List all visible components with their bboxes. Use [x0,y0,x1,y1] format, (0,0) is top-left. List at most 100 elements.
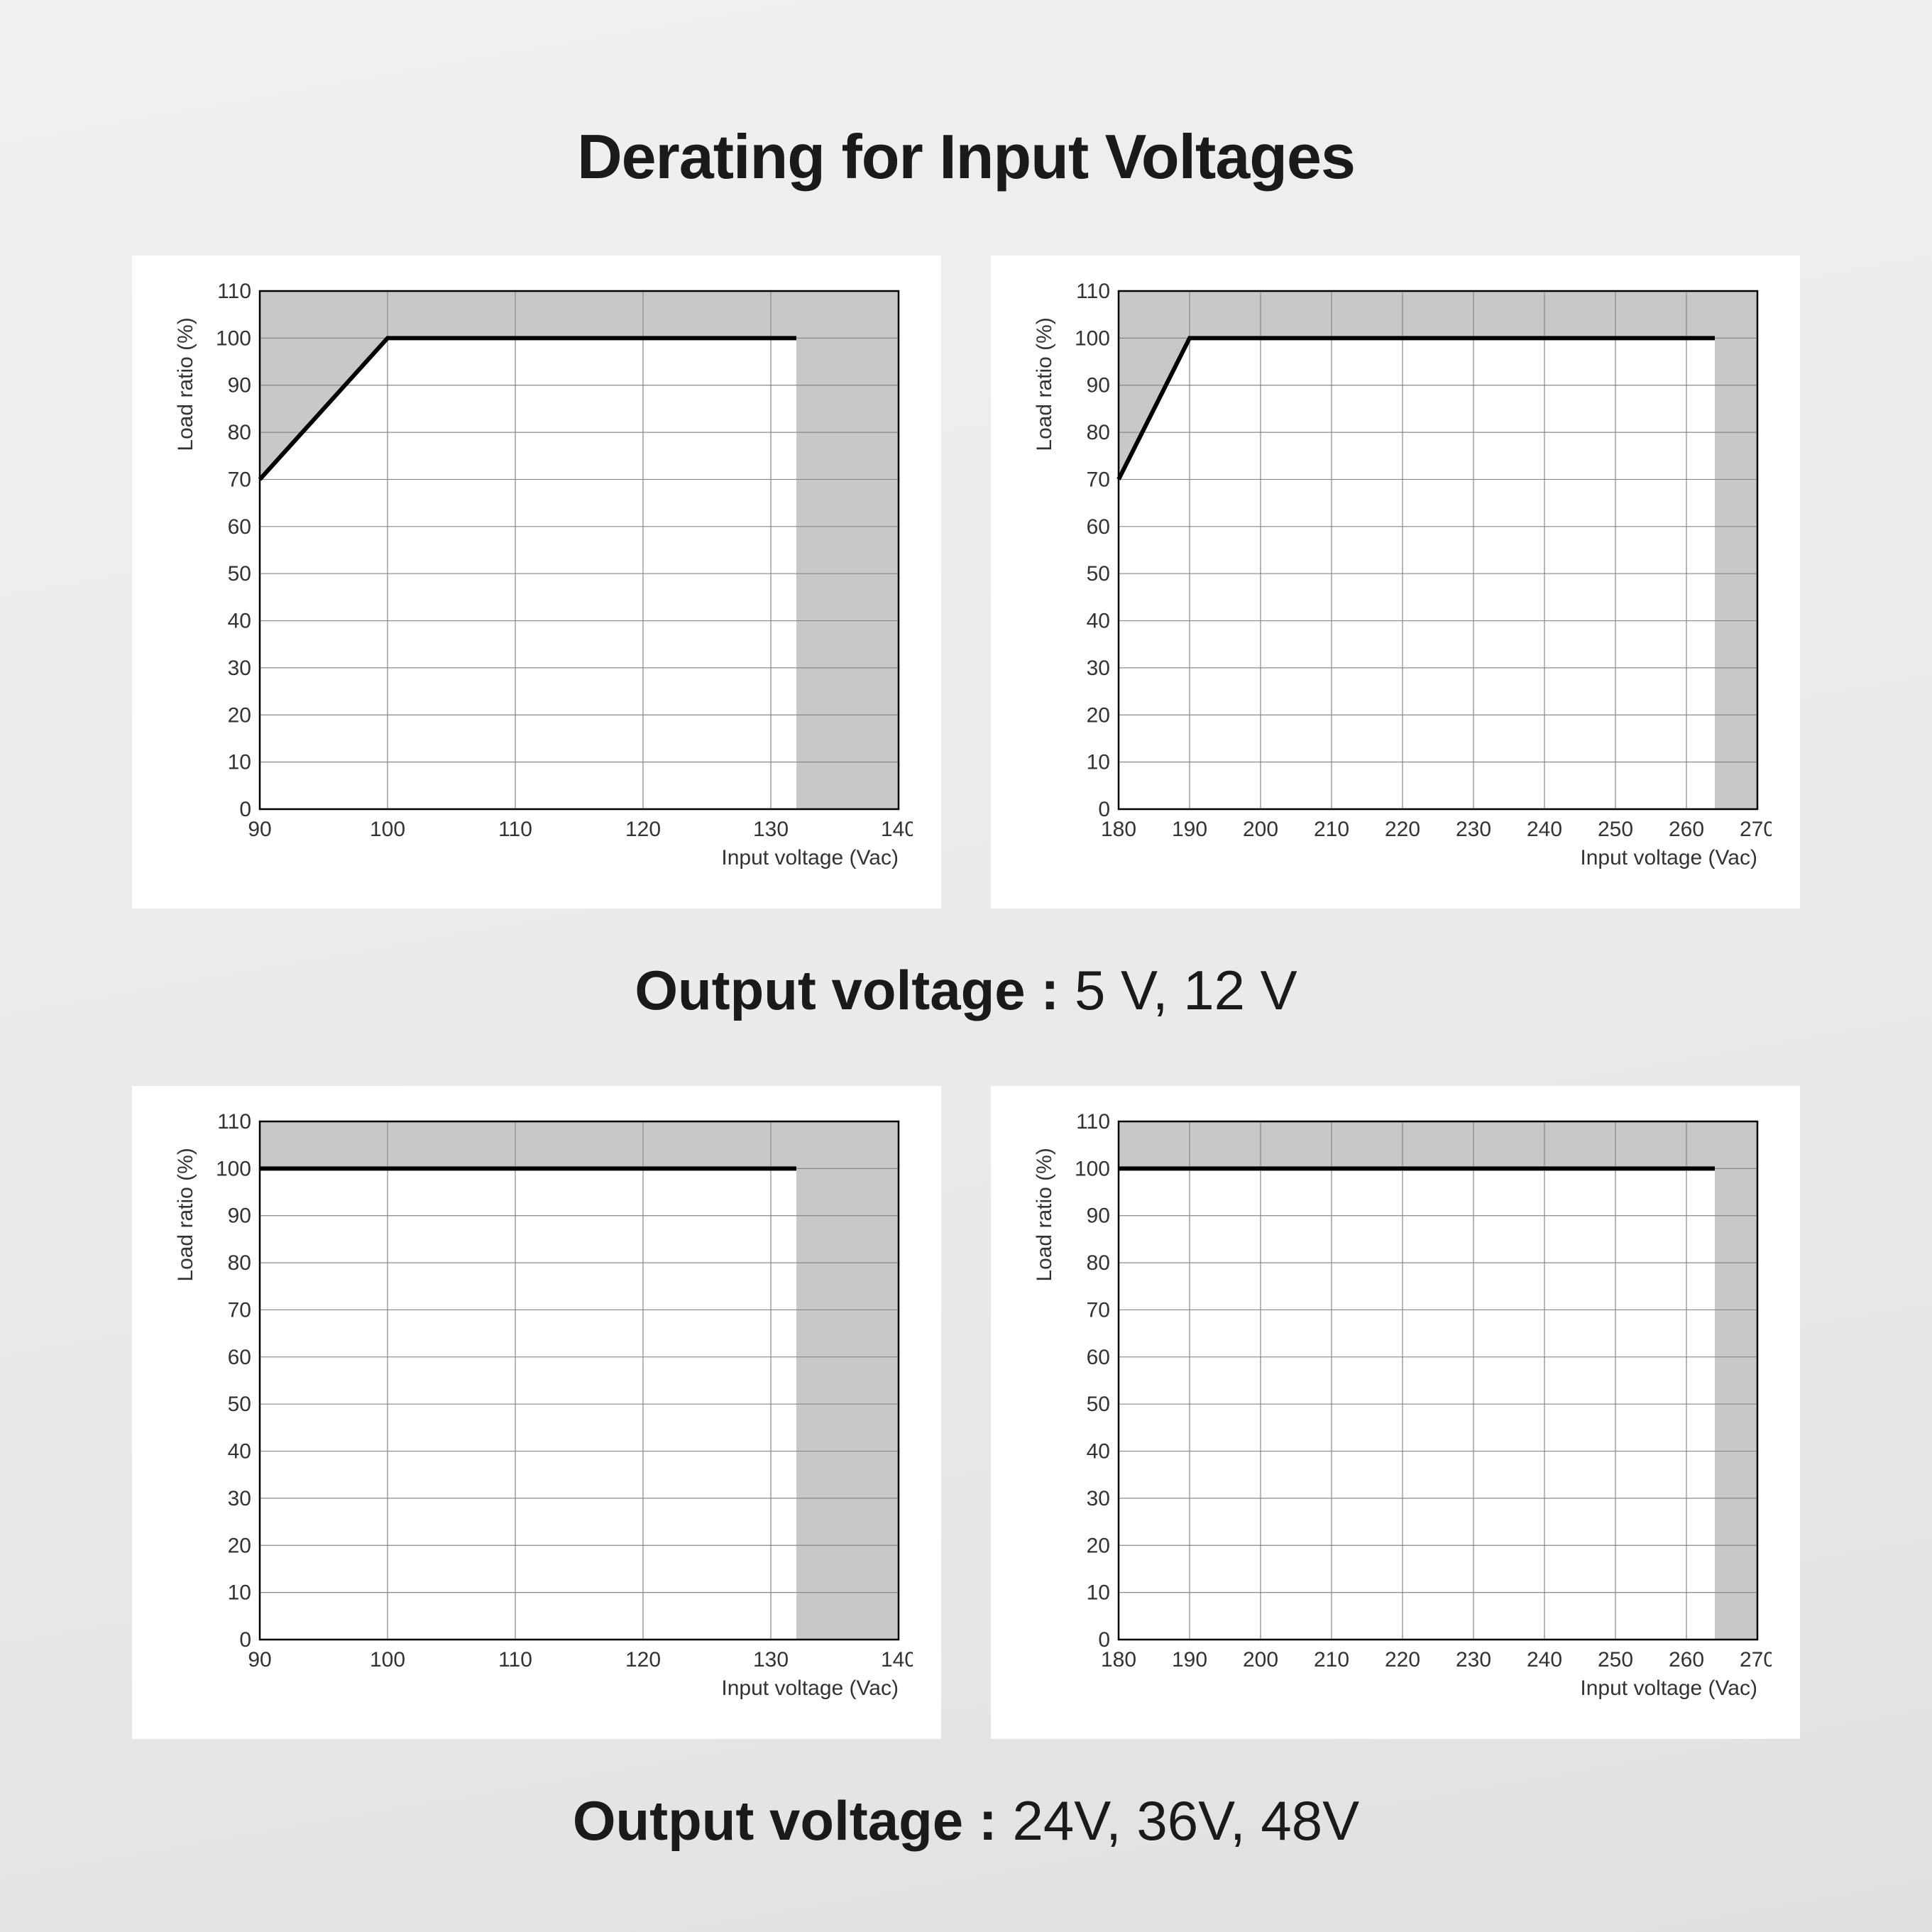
svg-text:40: 40 [1087,1440,1110,1464]
svg-text:80: 80 [1087,421,1110,444]
svg-text:30: 30 [228,657,251,680]
caption-2: Output voltage : 24V, 36V, 48V [0,1789,1932,1853]
svg-text:90: 90 [248,818,271,841]
chart-top-right: 0102030405060708090100110180190200210220… [1012,277,1772,887]
svg-text:30: 30 [228,1487,251,1510]
chart-top-right-panel: 0102030405060708090100110180190200210220… [991,256,1800,909]
svg-text:10: 10 [1087,751,1110,774]
svg-text:220: 220 [1385,818,1420,841]
svg-text:230: 230 [1456,818,1491,841]
svg-text:Input voltage (Vac): Input voltage (Vac) [721,1676,899,1700]
svg-text:40: 40 [228,610,251,633]
chart-top-left: 0102030405060708090100110901001101201301… [153,277,913,887]
svg-text:40: 40 [1087,610,1110,633]
svg-text:70: 70 [1087,1298,1110,1322]
svg-text:10: 10 [228,751,251,774]
svg-text:Load ratio (%): Load ratio (%) [1033,1148,1056,1281]
svg-text:110: 110 [1076,280,1110,303]
svg-text:60: 60 [228,1346,251,1369]
svg-text:60: 60 [1087,1346,1110,1369]
chart-bottom-right: 0102030405060708090100110180190200210220… [1012,1107,1772,1718]
svg-text:110: 110 [1076,1110,1110,1134]
svg-text:180: 180 [1101,818,1136,841]
svg-text:Load ratio (%): Load ratio (%) [174,1148,197,1281]
svg-text:10: 10 [228,1581,251,1605]
svg-text:180: 180 [1101,1648,1136,1672]
svg-text:140: 140 [881,818,913,841]
svg-text:20: 20 [228,703,251,727]
svg-text:210: 210 [1314,818,1349,841]
svg-text:110: 110 [498,818,532,841]
svg-text:100: 100 [370,1648,405,1672]
svg-text:220: 220 [1385,1648,1420,1672]
svg-text:Input voltage (Vac): Input voltage (Vac) [721,846,899,869]
svg-text:200: 200 [1243,818,1278,841]
svg-text:100: 100 [370,818,405,841]
svg-text:90: 90 [248,1648,271,1672]
svg-text:110: 110 [217,280,251,303]
caption-1-value: 5 V, 12 V [1075,959,1297,1021]
caption-2-value: 24V, 36V, 48V [1012,1789,1359,1852]
svg-text:120: 120 [625,1648,661,1672]
caption-1: Output voltage : 5 V, 12 V [0,958,1932,1023]
svg-text:50: 50 [1087,562,1110,586]
svg-text:90: 90 [228,374,251,397]
page-title: Derating for Input Voltages [0,121,1932,193]
svg-text:20: 20 [1087,1534,1110,1557]
svg-text:230: 230 [1456,1648,1491,1672]
svg-text:50: 50 [228,562,251,586]
caption-1-label: Output voltage : [635,959,1075,1021]
svg-text:100: 100 [1075,1157,1110,1180]
svg-text:80: 80 [228,421,251,444]
svg-text:190: 190 [1172,1648,1207,1672]
svg-text:Input voltage (Vac): Input voltage (Vac) [1580,1676,1757,1700]
chart-bottom-left: 0102030405060708090100110901001101201301… [153,1107,913,1718]
svg-text:130: 130 [753,1648,789,1672]
svg-text:250: 250 [1598,818,1633,841]
svg-text:260: 260 [1669,1648,1704,1672]
svg-text:130: 130 [753,818,789,841]
svg-text:90: 90 [1087,1204,1110,1228]
svg-text:20: 20 [228,1534,251,1557]
svg-text:10: 10 [1087,1581,1110,1605]
svg-text:270: 270 [1740,818,1772,841]
svg-text:90: 90 [1087,374,1110,397]
svg-text:60: 60 [228,515,251,539]
svg-text:140: 140 [881,1648,913,1672]
svg-text:100: 100 [216,326,251,350]
svg-text:80: 80 [1087,1251,1110,1275]
svg-text:100: 100 [1075,326,1110,350]
chart-bottom-left-panel: 0102030405060708090100110901001101201301… [132,1086,941,1739]
svg-text:260: 260 [1669,818,1704,841]
svg-text:70: 70 [228,1298,251,1322]
svg-text:200: 200 [1243,1648,1278,1672]
svg-text:120: 120 [625,818,661,841]
svg-text:Input voltage (Vac): Input voltage (Vac) [1580,846,1757,869]
svg-text:60: 60 [1087,515,1110,539]
svg-text:190: 190 [1172,818,1207,841]
svg-text:80: 80 [228,1251,251,1275]
svg-text:70: 70 [228,468,251,491]
svg-text:240: 240 [1527,818,1562,841]
charts-row-1: 0102030405060708090100110901001101201301… [0,256,1932,909]
svg-text:210: 210 [1314,1648,1349,1672]
svg-text:90: 90 [228,1204,251,1228]
svg-text:30: 30 [1087,657,1110,680]
charts-row-2: 0102030405060708090100110901001101201301… [0,1086,1932,1739]
chart-top-left-panel: 0102030405060708090100110901001101201301… [132,256,941,909]
svg-text:50: 50 [228,1393,251,1416]
svg-text:240: 240 [1527,1648,1562,1672]
svg-text:40: 40 [228,1440,251,1464]
svg-text:110: 110 [498,1648,532,1672]
svg-text:270: 270 [1740,1648,1772,1672]
svg-text:110: 110 [217,1110,251,1134]
caption-2-label: Output voltage : [573,1789,1013,1852]
svg-text:Load ratio (%): Load ratio (%) [1033,317,1056,451]
chart-bottom-right-panel: 0102030405060708090100110180190200210220… [991,1086,1800,1739]
svg-text:50: 50 [1087,1393,1110,1416]
svg-text:70: 70 [1087,468,1110,491]
svg-text:20: 20 [1087,703,1110,727]
svg-text:100: 100 [216,1157,251,1180]
svg-text:Load ratio (%): Load ratio (%) [174,317,197,451]
svg-text:30: 30 [1087,1487,1110,1510]
